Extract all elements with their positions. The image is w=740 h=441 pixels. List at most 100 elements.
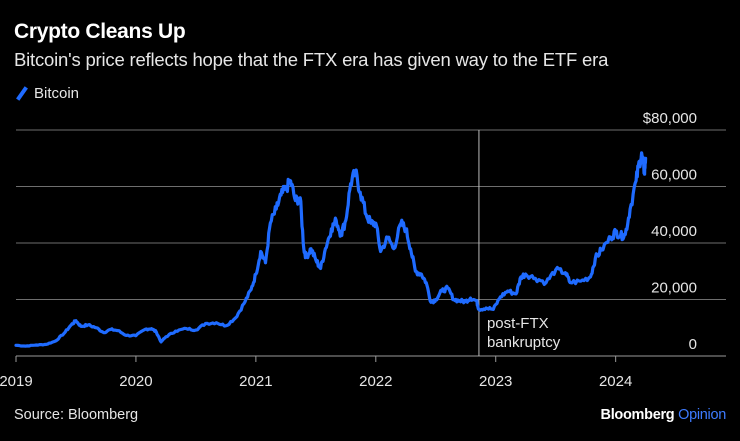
bitcoin-data-point bbox=[600, 248, 603, 252]
bitcoin-data-point bbox=[628, 207, 632, 211]
bitcoin-data-point bbox=[634, 179, 638, 182]
y-tick-label: 60,000 bbox=[651, 167, 697, 184]
bitcoin-data-point bbox=[349, 182, 352, 185]
bitcoin-data-point bbox=[469, 296, 472, 300]
bitcoin-data-point bbox=[404, 227, 407, 231]
bitcoin-data-point bbox=[144, 328, 147, 331]
bitcoin-data-point bbox=[446, 287, 449, 290]
bitcoin-data-point bbox=[109, 328, 112, 331]
bitcoin-data-point bbox=[409, 247, 412, 250]
bitcoin-data-point bbox=[524, 272, 527, 276]
bitcoin-data-point bbox=[475, 299, 478, 303]
bitcoin-data-point bbox=[24, 344, 27, 348]
bitcoin-data-point bbox=[392, 247, 395, 250]
chart-title: Crypto Cleans Up bbox=[14, 20, 186, 43]
bitcoin-data-point bbox=[614, 230, 617, 233]
x-tick-label: 2019 bbox=[0, 373, 33, 390]
bitcoin-data-point bbox=[386, 236, 389, 239]
source-note: Source: Bloomberg bbox=[14, 407, 139, 423]
y-tick-label: $80,000 bbox=[643, 110, 697, 127]
bitcoin-data-point bbox=[640, 154, 644, 157]
bitcoin-data-point bbox=[14, 344, 18, 347]
bitcoin-data-point bbox=[374, 222, 377, 225]
bitcoin-data-point bbox=[624, 233, 627, 236]
bitcoin-data-point bbox=[185, 327, 188, 330]
bitcoin-data-point bbox=[619, 234, 622, 238]
bitcoin-data-point bbox=[492, 308, 495, 311]
x-tick-label: 2023 bbox=[479, 373, 512, 390]
bitcoin-data-point bbox=[86, 323, 90, 327]
bitcoin-data-point bbox=[638, 159, 641, 163]
bitcoin-data-point bbox=[534, 277, 537, 280]
bitcoin-data-point bbox=[264, 261, 267, 264]
bitcoin-data-point bbox=[62, 332, 66, 335]
bitcoin-data-point bbox=[269, 222, 272, 225]
bitcoin-data-point bbox=[365, 213, 368, 216]
bitcoin-data-point bbox=[204, 322, 207, 325]
bitcoin-data-point bbox=[299, 196, 302, 199]
bitcoin-data-point bbox=[102, 331, 105, 334]
x-tick-label: 2022 bbox=[359, 373, 392, 390]
x-tick-label: 2020 bbox=[119, 373, 152, 390]
bitcoin-data-point bbox=[74, 319, 78, 322]
annotation-label: bankruptcy bbox=[487, 334, 561, 351]
bitcoin-data-point bbox=[254, 272, 258, 276]
chart-subtitle: Bitcoin's price reflects hope that the F… bbox=[14, 49, 609, 70]
bitcoin-data-point bbox=[150, 327, 153, 330]
bitcoin-data-point bbox=[434, 298, 437, 301]
bitcoin-data-point bbox=[279, 193, 283, 197]
bitcoin-data-point bbox=[309, 247, 313, 250]
bitcoin-data-point bbox=[484, 306, 488, 310]
y-tick-label: 20,000 bbox=[651, 280, 697, 297]
bitcoin-data-point bbox=[242, 302, 246, 305]
bitcoin-data-point bbox=[499, 295, 502, 298]
bitcoin-data-point bbox=[249, 288, 253, 291]
bitcoin-data-point bbox=[35, 343, 38, 347]
bitcoin-data-point bbox=[335, 219, 338, 222]
bitcoin-data-point bbox=[319, 267, 322, 270]
bitcoin-data-point bbox=[79, 325, 83, 328]
bitcoin-data-point bbox=[125, 334, 128, 337]
bitcoin-data-point bbox=[464, 300, 467, 303]
bitcoin-data-point bbox=[379, 250, 382, 253]
bitcoin-data-point bbox=[458, 299, 461, 303]
bitcoin-data-point bbox=[359, 191, 362, 194]
bitcoin-data-point bbox=[302, 247, 305, 250]
bitcoin-data-point bbox=[344, 219, 347, 222]
legend-label: Bitcoin bbox=[34, 85, 80, 102]
bitcoin-data-point bbox=[519, 275, 523, 279]
brand-accent: Opinion bbox=[678, 407, 726, 423]
bitcoin-data-point bbox=[164, 335, 168, 338]
bitcoin-data-point bbox=[174, 329, 177, 333]
bitcoin-data-point bbox=[594, 257, 597, 260]
x-tick-label: 2021 bbox=[239, 373, 272, 390]
bitcoin-data-point bbox=[194, 328, 198, 332]
bitcoin-data-point bbox=[420, 272, 423, 276]
bitcoin-data-point bbox=[429, 301, 433, 304]
x-tick-label: 2024 bbox=[599, 373, 632, 390]
bitcoin-data-point bbox=[643, 171, 646, 174]
bitcoin-data-point bbox=[414, 270, 417, 273]
bitcoin-data-point bbox=[294, 199, 297, 202]
bitcoin-data-point bbox=[54, 339, 57, 343]
bitcoin-data-point bbox=[314, 258, 317, 262]
brand-logo: Bloomberg Opinion bbox=[601, 407, 727, 423]
y-tick-label: 0 bbox=[689, 336, 697, 353]
bitcoin-data-point bbox=[399, 222, 403, 225]
bitcoin-data-point bbox=[354, 171, 357, 174]
bitcoin-data-point bbox=[644, 157, 647, 160]
bitcoin-data-point bbox=[564, 271, 567, 274]
bitcoin-data-point bbox=[339, 233, 343, 236]
bitcoin-data-point bbox=[609, 236, 613, 239]
bitcoin-data-point bbox=[215, 321, 218, 324]
bitcoin-data-point bbox=[506, 289, 509, 293]
bitcoin-data-point bbox=[134, 334, 138, 337]
bitcoin-data-point bbox=[369, 222, 373, 225]
bitcoin-data-point bbox=[234, 316, 237, 320]
bitcoin-data-point bbox=[95, 326, 98, 329]
bitcoin-data-point bbox=[425, 281, 428, 284]
bitcoin-data-point bbox=[589, 275, 592, 279]
bitcoin-data-point bbox=[544, 281, 548, 284]
annotation-label: post-FTX bbox=[487, 315, 549, 332]
bitcoin-data-point bbox=[554, 268, 557, 271]
